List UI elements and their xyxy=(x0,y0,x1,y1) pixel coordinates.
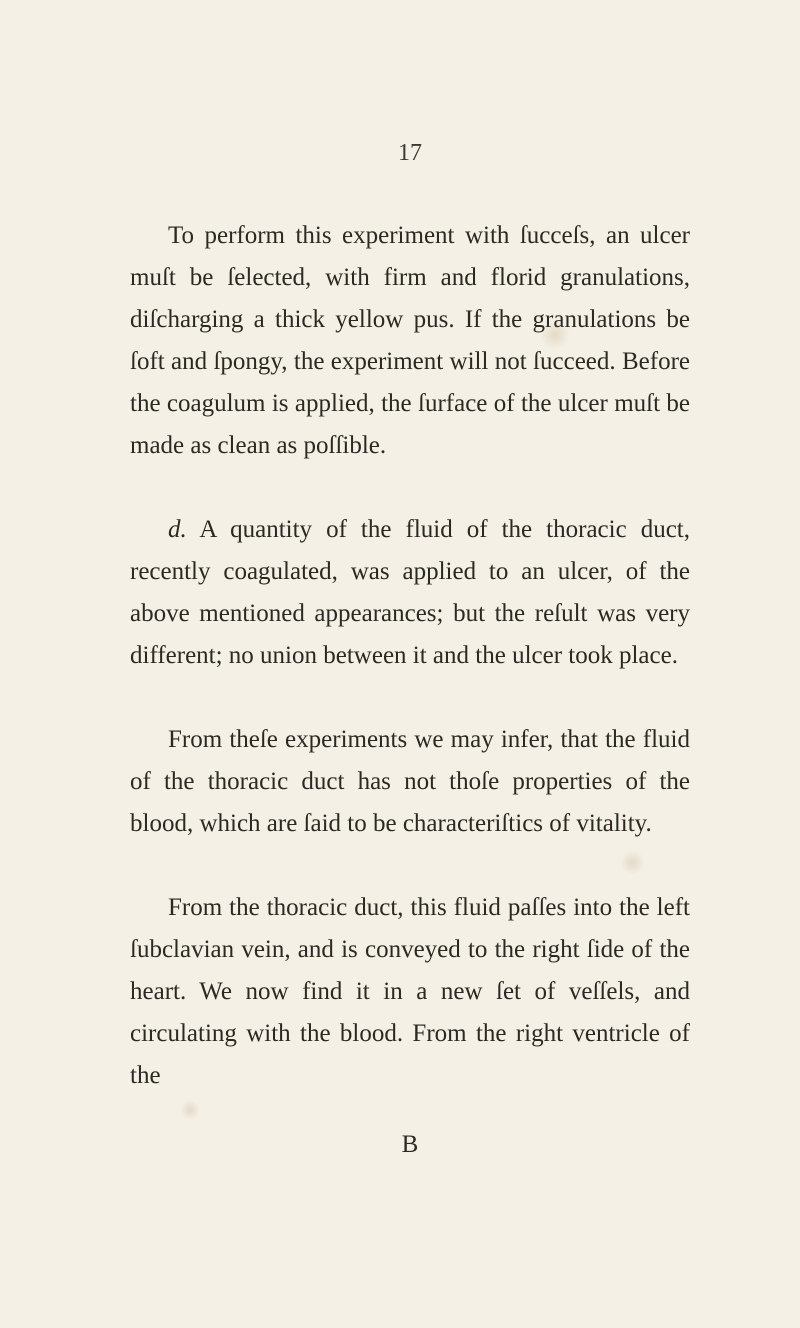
paragraph-3-text: From theſe experiments we may infer, tha… xyxy=(130,726,690,837)
paragraph-4: From the thoracic duct, this fluid paſſe… xyxy=(130,887,690,1097)
paragraph-2-text: A quantity of the fluid of the thoracic … xyxy=(130,516,690,669)
page-foxing xyxy=(540,320,570,350)
document-page: 17 To perform this experiment with ſucce… xyxy=(0,0,800,1239)
page-foxing xyxy=(180,1100,200,1120)
signature-mark: B xyxy=(130,1131,690,1159)
page-foxing xyxy=(620,850,645,875)
item-label: d. xyxy=(168,516,187,543)
paragraph-1: To perform this experiment with ſucceſs,… xyxy=(130,215,690,467)
page-number: 17 xyxy=(130,140,690,167)
paragraph-3: From theſe experiments we may infer, tha… xyxy=(130,719,690,845)
paragraph-4-text: From the thoracic duct, this fluid paſſe… xyxy=(130,894,690,1089)
paragraph-1-text: To perform this experiment with ſucceſs,… xyxy=(130,222,690,459)
paragraph-2: d. A quantity of the fluid of the thorac… xyxy=(130,509,690,677)
